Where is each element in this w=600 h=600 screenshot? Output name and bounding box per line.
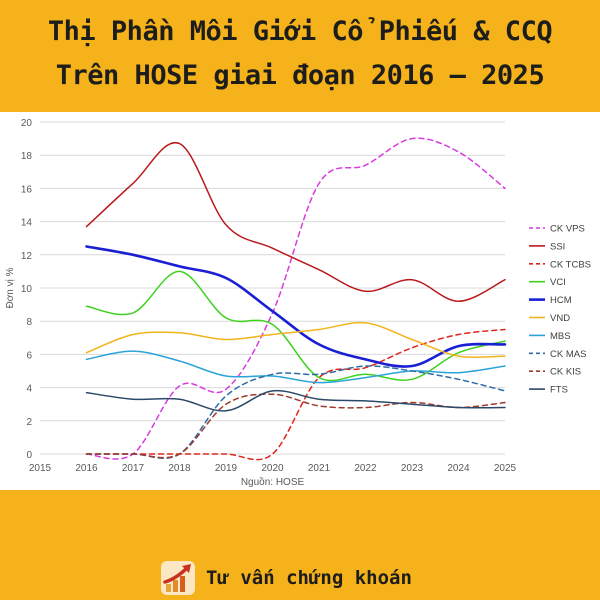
rising-arrow-icon xyxy=(161,561,195,595)
y-tick-label: 0 xyxy=(26,450,32,461)
x-tick-label: 2020 xyxy=(261,463,284,474)
x-axis-label: Nguồn: HOSE xyxy=(241,476,305,488)
series-line-ck-kis xyxy=(85,393,506,459)
legend-label-mbs: MBS xyxy=(550,331,571,342)
x-tick-label: 2015 xyxy=(29,463,52,474)
legend-label-ssi: SSI xyxy=(550,241,565,252)
x-tick-label: 2024 xyxy=(447,463,470,474)
series-line-ck-vps xyxy=(85,137,506,460)
brand-badge[interactable]: Tư vấn chứng khoán xyxy=(160,560,412,596)
legend-label-ck-vps: CK VPS xyxy=(550,224,585,235)
legend-label-hcm: HCM xyxy=(550,295,572,306)
x-tick-label: 2017 xyxy=(122,463,145,474)
y-axis-label: Đơn vị % xyxy=(5,267,16,308)
line-chart: 0 2 4 6 8 10 12 14 16 18 20 2015 2016 2017 2018 2019 202… xyxy=(5,118,591,488)
legend-label-ck-tcbs: CK TCBS xyxy=(550,259,591,270)
x-tick-label: 2018 xyxy=(168,463,191,474)
y-tick-label: 4 xyxy=(26,384,32,395)
y-tick-label: 18 xyxy=(21,151,33,162)
x-tick-label: 2019 xyxy=(215,463,238,474)
y-tick-label: 2 xyxy=(26,417,32,428)
legend-label-fts: FTS xyxy=(550,385,568,396)
series-line-mbs xyxy=(85,350,506,384)
series-line-ck-tcbs xyxy=(85,328,506,461)
y-tick-label: 14 xyxy=(21,218,33,229)
legend-label-vci: VCI xyxy=(550,277,566,288)
y-tick-label: 12 xyxy=(21,251,33,262)
page-title-line-2: Trên HOSE giai đoạn 2016 – 2025 xyxy=(55,60,545,91)
footer-banner xyxy=(0,490,600,600)
series-line-hcm xyxy=(85,245,507,368)
series-line-fts xyxy=(85,389,506,412)
chart-panel: 0 2 4 6 8 10 12 14 16 18 20 2015 2016 2017 2018 2019 202… xyxy=(0,112,600,490)
legend-label-vnd: VND xyxy=(550,313,570,324)
series-line-vci xyxy=(85,270,506,382)
x-tick-label: 2016 xyxy=(75,463,98,474)
y-tick-label: 10 xyxy=(21,284,33,295)
y-tick-label: 16 xyxy=(21,184,33,195)
y-tick-label: 8 xyxy=(26,317,32,328)
y-tick-label: 6 xyxy=(26,350,32,361)
x-tick-label: 2023 xyxy=(401,463,424,474)
y-tick-label: 20 xyxy=(21,118,33,129)
series-line-ssi xyxy=(85,141,506,303)
brand-label: Tư vấn chứng khoán xyxy=(206,567,412,589)
x-tick-label: 2022 xyxy=(354,463,377,474)
page-title-line-1: Thị Phần Môi Giới Cổ Phiếu & CCQ xyxy=(47,16,553,47)
header-banner: Thị Phần Môi Giới Cổ Phiếu & CCQ Trên HO… xyxy=(0,0,600,112)
legend-label-ck-mas: CK MAS xyxy=(550,349,586,360)
legend-label-ck-kis: CK KIS xyxy=(550,367,581,378)
x-tick-label: 2021 xyxy=(308,463,331,474)
x-tick-label: 2025 xyxy=(494,463,517,474)
series-line-vnd xyxy=(85,321,506,359)
